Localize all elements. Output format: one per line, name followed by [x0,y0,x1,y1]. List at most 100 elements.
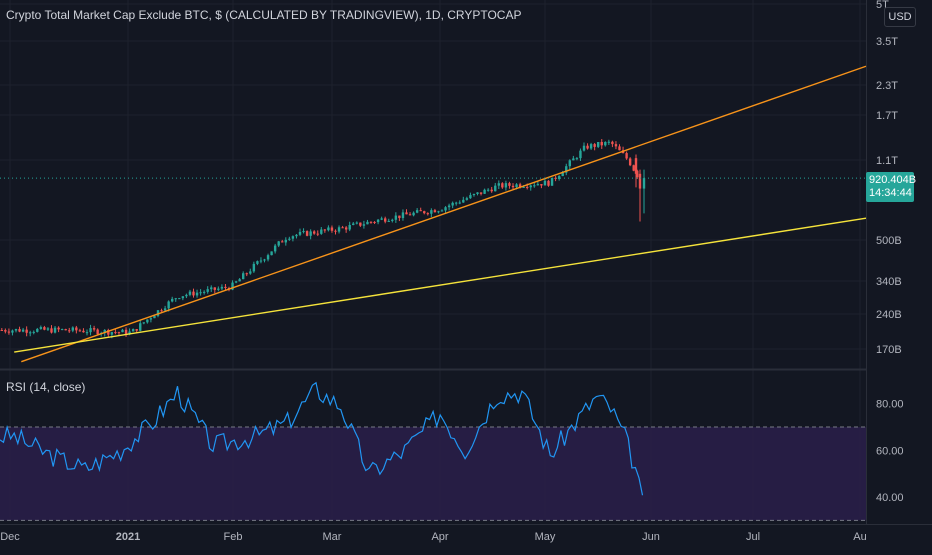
candle-body [611,141,614,145]
candle-body [504,183,508,188]
candle-body [586,145,589,149]
candle-body [124,329,128,335]
candle-body [398,215,401,219]
candle-body [256,261,259,264]
candle-body [71,327,74,331]
time-tick-label: Apr [431,531,448,543]
candle-body [281,241,284,243]
candle-body [607,141,611,143]
time-tick-label: Mar [323,531,342,543]
time-tick-label: Jun [642,531,660,543]
candle-body [642,178,646,189]
candle-body [14,329,18,331]
candle-body [178,298,181,300]
candle-body [245,273,248,275]
candle-body [231,282,234,290]
candle-body [568,160,571,167]
candle-body [25,329,28,333]
candle-body [373,221,376,223]
candle-body [415,210,419,213]
candle-body [444,207,447,211]
candle-body [582,145,586,151]
candle-body [518,184,522,188]
candle-body [43,327,46,330]
chart-title: Crypto Total Market Cap Exclude BTC, $ (… [6,8,522,22]
price-tick-label: 3.5T [876,36,898,48]
candle-body [217,288,220,290]
candle-body [387,220,390,222]
candle-body [458,202,461,204]
price-tick-label: 340B [876,276,902,288]
candle-body [284,239,287,243]
candle-body [362,224,366,226]
trendline-yellow[interactable] [14,217,867,353]
candle-body [188,291,192,295]
rsi-band [0,427,866,521]
candle-body [497,183,500,186]
candle-body [18,329,21,332]
candle-body [149,318,153,320]
candle-body [369,221,373,223]
trendline-orange[interactable] [21,65,867,363]
time-tick-label: Au [853,531,866,543]
price-tick-label: 170B [876,344,902,356]
time-tick-label: Jul [746,531,760,543]
candle-body [565,166,568,173]
rsi-title: RSI (14, close) [6,380,86,394]
candle-body [75,327,78,331]
candle-body [192,291,195,296]
time-tick-label: May [535,531,556,543]
candle-body [401,212,405,219]
candle-body [7,331,11,333]
candle-body [589,144,593,149]
time-tick-label: Feb [224,531,243,543]
candle-body [202,291,206,293]
candle-body [394,215,398,220]
candle-body [490,189,493,192]
rsi-line[interactable] [0,381,644,496]
candle-body [224,286,227,288]
candle-body [543,180,547,186]
candle-body [82,330,85,333]
candle-body [508,183,511,186]
candle-body [92,328,96,330]
candle-body [114,332,117,334]
currency-button[interactable]: USD [884,7,916,27]
candle-body [29,332,32,334]
candle-body [501,183,504,188]
candle-body [316,233,319,235]
candle-body [199,292,202,294]
candle-body [344,227,348,230]
candle-body [68,330,71,332]
candle-body [533,185,536,187]
price-tick-label: 2.3T [876,80,898,92]
candle-body [320,229,323,234]
candle-body [618,146,621,151]
candle-body [107,330,110,335]
candle-body [494,185,497,192]
candle-body [423,211,426,214]
candle-body [323,229,327,231]
candle-body [550,177,554,186]
candle-body [185,294,188,297]
last-price-value: 920.404B [869,174,917,186]
candle-body [334,230,337,232]
candle-body [600,142,603,146]
candle-body [234,281,238,283]
candle-body [21,329,25,332]
candle-body [78,330,82,332]
candle-body [572,158,575,161]
candle-body [625,153,628,159]
candle-body [53,327,57,333]
candle-body [121,329,124,333]
candle-body [430,210,433,214]
candle-body [330,227,334,231]
candle-body [117,332,121,334]
candle-body [213,287,216,290]
candle-body [57,327,60,330]
last-price-badge: 920.404B 14:34:44 [866,172,917,202]
candle-body [455,202,458,204]
candle-body [174,298,177,300]
